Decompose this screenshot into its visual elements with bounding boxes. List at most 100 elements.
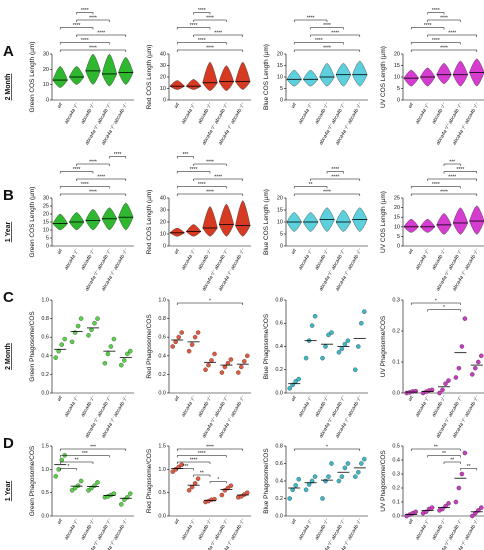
sig-bracket [59,49,127,52]
sig-label: * [67,464,69,470]
x-tick-label: abca4a⁻/⁻ [181,395,198,418]
sig-bracket [326,171,344,174]
y-tick-label: 0.6 [275,461,283,467]
y-tick-label: 5 [280,231,283,237]
sig-label: **** [440,16,448,22]
violin [185,224,202,237]
y-tick-label: 0.0 [41,513,49,519]
sig-label: **** [440,46,448,52]
data-point [453,375,459,380]
y-tick-label: 0.0 [275,390,283,396]
data-point [195,330,201,335]
sig-bracket [310,34,361,37]
x-tick-label: wt [173,517,181,525]
y-tick-label: 15 [394,215,400,221]
data-point [345,461,351,466]
y-tick-label: 0.0 [275,513,283,519]
sig-bracket [410,42,461,45]
sig-bracket [176,193,244,196]
data-point [470,372,475,377]
data-point [462,316,468,321]
sig-label: **** [214,175,222,181]
sig-bracket [176,186,227,189]
y-tick-label: 20 [394,205,400,211]
sig-label: *** [182,464,188,470]
x-tick-label: wt [173,394,181,402]
y-tick-label: 15 [277,207,283,213]
violin [202,61,218,92]
y-axis-label: Green COS Length (µm) [29,187,36,258]
sig-bracket [310,27,344,30]
y-tick-label: 0.5 [392,443,400,449]
data-point [92,483,97,488]
violin [319,62,335,87]
data-point [95,480,100,485]
y-tick-label: 5 [46,235,49,241]
data-point [245,490,250,495]
violin [436,62,452,85]
x-tick-label: abca4a⁻/⁻ [415,248,432,271]
sig-bracket [76,19,110,22]
sig-bracket [460,468,478,471]
x-tick-label: abca4a⁻/⁻ [298,518,315,541]
y-tick-label: 25 [394,195,400,201]
y-axis-label: Blue Phagosome/COS [263,448,270,514]
y-tick-label: 10 [160,231,166,237]
y-tick-label: 1.0 [158,297,166,303]
y-tick-label: 0 [46,97,49,103]
data-point [329,330,334,335]
violin [85,53,101,85]
y-tick-label: 0.1 [392,499,400,505]
x-tick-label: abca4b⁻/⁻ [197,518,214,541]
sig-bracket [176,42,227,45]
sig-bracket [59,461,94,464]
sig-label: **** [190,167,198,173]
x-tick-label: abca4a⁻/⁻ [415,102,432,125]
row-title: 2 Month [5,74,12,101]
y-tick-label: 1.5 [158,443,166,449]
violin [169,227,185,237]
data-point [320,355,325,361]
y-tick-label: 0.6 [41,335,49,341]
y-tick-label: 0.8 [275,443,283,449]
data-point [189,342,195,347]
data-point [453,499,459,505]
data-point [312,474,318,479]
y-tick-label: 0.2 [392,485,400,491]
sig-label: **** [198,38,206,44]
x-tick-label: abca4a⁻/⁻ [181,102,198,125]
data-point [186,348,192,354]
data-point [69,339,75,345]
data-point [356,469,361,475]
y-tick-label: 20 [160,74,166,80]
y-tick-label: 0.2 [158,372,166,378]
sig-label: **** [315,38,323,44]
data-point [456,365,462,371]
violin [469,205,484,235]
data-point [62,336,67,342]
x-tick-label: abca4b⁻/⁻ [431,102,448,125]
data-point [170,469,175,474]
data-point [287,496,292,501]
data-point [75,323,81,329]
x-tick-label: abca4b⁻/⁻ [431,518,448,541]
data-point [326,332,331,338]
sig-label: **** [323,46,331,52]
violin [219,203,234,237]
data-point [179,330,184,335]
data-point [345,338,351,343]
data-point [413,509,418,515]
sig-label: * [435,299,437,305]
data-point [128,491,133,496]
data-point [329,461,334,466]
x-tick-label: wt [290,101,298,109]
y-tick-label: 0.8 [41,316,49,322]
y-tick-label: 25 [43,203,49,209]
violin [235,200,251,237]
sig-label: **** [331,31,339,37]
data-point [353,367,358,372]
violin [453,207,468,235]
data-point [72,330,78,335]
y-tick-label: 20 [160,219,166,225]
y-tick-label: 1.0 [158,467,166,473]
